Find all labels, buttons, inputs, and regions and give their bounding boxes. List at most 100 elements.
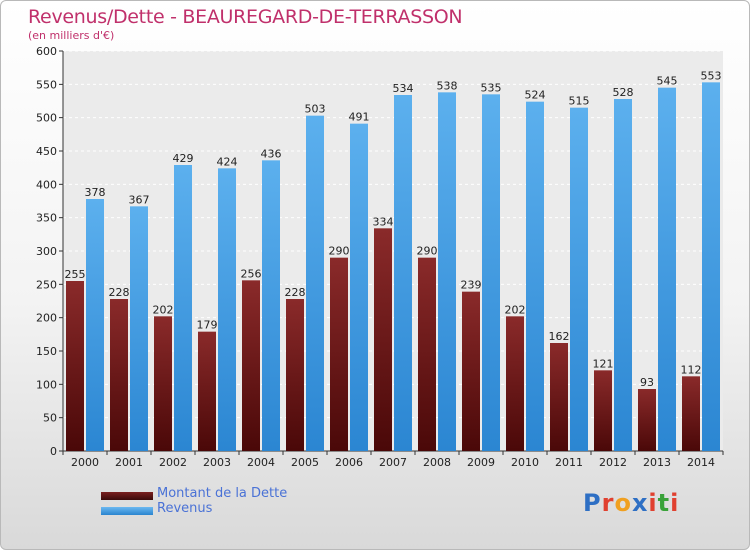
bar-revenus (218, 168, 236, 452)
bar-dette (242, 280, 260, 451)
y-tick-label: 450 (36, 145, 57, 158)
bar-dette (682, 376, 700, 451)
data-label-revenus: 538 (437, 79, 458, 92)
bar-revenus (658, 87, 676, 452)
bar-revenus (570, 107, 588, 452)
data-label-revenus: 503 (305, 103, 326, 116)
data-label-revenus: 436 (261, 147, 282, 160)
data-label-revenus: 429 (173, 152, 194, 165)
legend-swatch-dette (101, 492, 153, 500)
data-label-revenus: 378 (85, 186, 106, 199)
y-tick-label: 400 (36, 178, 57, 191)
data-label-revenus: 491 (349, 111, 370, 124)
data-label-revenus: 524 (525, 89, 546, 102)
data-label-revenus: 515 (569, 95, 590, 108)
y-tick-label: 150 (36, 345, 57, 358)
x-tick-label: 2002 (159, 456, 187, 469)
bar-dette (374, 228, 392, 451)
bar-dette (286, 299, 304, 451)
bar-revenus (306, 115, 324, 452)
bar-dette (198, 331, 216, 451)
bar-dette (506, 316, 524, 451)
logo-letter: P (583, 489, 602, 517)
legend-label-revenus: Revenus (157, 501, 213, 516)
data-label-revenus: 534 (393, 82, 414, 95)
bar-revenus (438, 92, 456, 451)
data-label-dette: 112 (681, 363, 702, 376)
legend-label-dette: Montant de la Dette (157, 486, 288, 501)
data-label-dette: 202 (153, 303, 174, 316)
data-label-dette: 256 (241, 267, 262, 280)
y-tick-label: 550 (36, 78, 57, 91)
bar-dette (66, 281, 84, 451)
data-label-dette: 93 (640, 376, 654, 389)
x-tick-label: 2004 (247, 456, 275, 469)
y-tick-label: 600 (36, 45, 57, 58)
x-tick-label: 2001 (115, 456, 143, 469)
data-label-dette: 334 (373, 215, 394, 228)
x-tick-label: 2012 (599, 456, 627, 469)
bar-dette (154, 316, 172, 451)
logo-letter: r (601, 489, 615, 517)
bar-revenus (702, 82, 720, 451)
logo-letter: t (657, 489, 671, 517)
data-label-dette: 121 (593, 357, 614, 370)
bar-dette (594, 370, 612, 451)
x-tick-label: 2014 (687, 456, 715, 469)
x-tick-label: 2008 (423, 456, 451, 469)
logo-letter: i (648, 489, 658, 517)
bar-revenus (262, 160, 280, 452)
y-tick-label: 500 (36, 112, 57, 125)
logo-letter: o (614, 489, 632, 517)
bar-revenus (350, 123, 368, 452)
data-label-dette: 290 (417, 245, 438, 258)
data-label-revenus: 424 (217, 155, 238, 168)
y-tick-label: 250 (36, 278, 57, 291)
data-label-revenus: 535 (481, 81, 502, 94)
bar-revenus (174, 165, 192, 451)
legend-swatch-revenus (101, 507, 153, 515)
y-tick-label: 300 (36, 245, 57, 258)
data-label-dette: 290 (329, 245, 350, 258)
data-label-dette: 239 (461, 279, 482, 292)
data-label-dette: 255 (65, 268, 86, 281)
x-tick-label: 2006 (335, 456, 363, 469)
y-tick-label: 50 (43, 412, 57, 425)
y-tick-label: 100 (36, 378, 57, 391)
x-tick-label: 2009 (467, 456, 495, 469)
bar-dette (330, 257, 348, 451)
bar-revenus (482, 94, 500, 451)
logo-letter: i (670, 489, 680, 517)
bar-dette (110, 299, 128, 451)
data-label-dette: 228 (109, 286, 130, 299)
x-tick-label: 2003 (203, 456, 231, 469)
y-tick-label: 0 (50, 445, 57, 458)
chart-title: Revenus/Dette - BEAUREGARD-DE-TERRASSON (28, 6, 463, 28)
bar-dette (418, 257, 436, 451)
data-label-dette: 202 (505, 303, 526, 316)
bar-revenus (614, 99, 632, 451)
bar-dette (638, 389, 656, 451)
x-tick-label: 2010 (511, 456, 539, 469)
chart-subtitle: (en milliers d'€) (28, 29, 115, 42)
bar-dette (550, 343, 568, 451)
x-tick-label: 2011 (555, 456, 583, 469)
y-tick-label: 350 (36, 212, 57, 225)
bar-revenus (394, 95, 412, 451)
data-label-dette: 162 (549, 330, 570, 343)
data-label-revenus: 553 (701, 69, 722, 82)
data-label-dette: 228 (285, 286, 306, 299)
y-tick-label: 200 (36, 312, 57, 325)
x-tick-label: 2007 (379, 456, 407, 469)
x-tick-label: 2000 (71, 456, 99, 469)
bar-revenus (86, 199, 104, 451)
bar-revenus (526, 101, 544, 452)
x-tick-label: 2013 (643, 456, 671, 469)
bar-dette (462, 291, 480, 451)
logo-letter: x (631, 489, 649, 517)
data-label-revenus: 367 (129, 193, 150, 206)
data-label-dette: 179 (197, 319, 218, 332)
data-label-revenus: 545 (657, 75, 678, 88)
